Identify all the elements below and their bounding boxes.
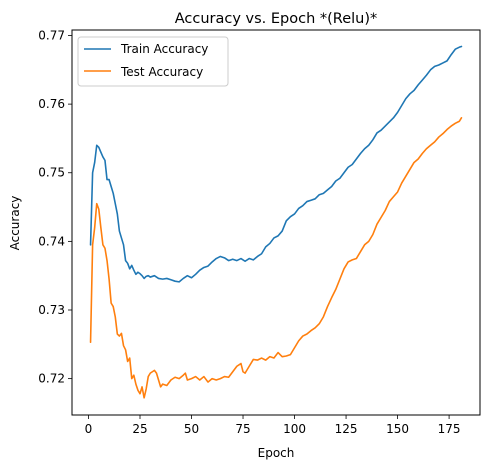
plot-area: 0 25 50 75 100 125 150 175 0.72 0.73 0.74 0.75 0.76… — [38, 28, 481, 436]
x-axis-label: Epoch — [258, 446, 295, 460]
series-group — [89, 45, 463, 399]
y-tick-label: 0.73 — [38, 303, 65, 317]
y-axis-label: Accuracy — [8, 196, 22, 251]
x-tick-label: 0 — [85, 422, 93, 436]
series-line-test — [89, 117, 463, 399]
x-tick-label: 150 — [386, 422, 409, 436]
legend: Train Accuracy Test Accuracy — [77, 36, 229, 87]
plot-frame — [72, 30, 480, 415]
y-tick-label: 0.77 — [38, 28, 65, 42]
x-tick-label: 175 — [438, 422, 461, 436]
x-tick-label: 25 — [132, 422, 147, 436]
axes-spines — [71, 29, 481, 416]
y-tick-label: 0.74 — [38, 234, 65, 248]
y-tick-label: 0.76 — [38, 97, 65, 111]
y-axis-ticks: 0.72 0.73 0.74 0.75 0.76 0.77 — [38, 28, 72, 386]
y-tick-label: 0.75 — [38, 166, 65, 180]
x-axis-ticks: 0 25 50 75 100 125 150 175 — [85, 415, 461, 436]
legend-label-test: Test Accuracy — [120, 65, 203, 79]
legend-label-train: Train Accuracy — [120, 42, 208, 56]
x-tick-label: 100 — [283, 422, 306, 436]
series-line-train — [89, 45, 463, 283]
legend-box — [77, 36, 229, 87]
x-tick-label: 75 — [235, 422, 250, 436]
x-tick-label: 50 — [184, 422, 199, 436]
y-tick-label: 0.72 — [38, 372, 65, 386]
x-tick-label: 125 — [335, 422, 358, 436]
chart-title: Accuracy vs. Epoch *(Relu)* — [175, 11, 378, 27]
